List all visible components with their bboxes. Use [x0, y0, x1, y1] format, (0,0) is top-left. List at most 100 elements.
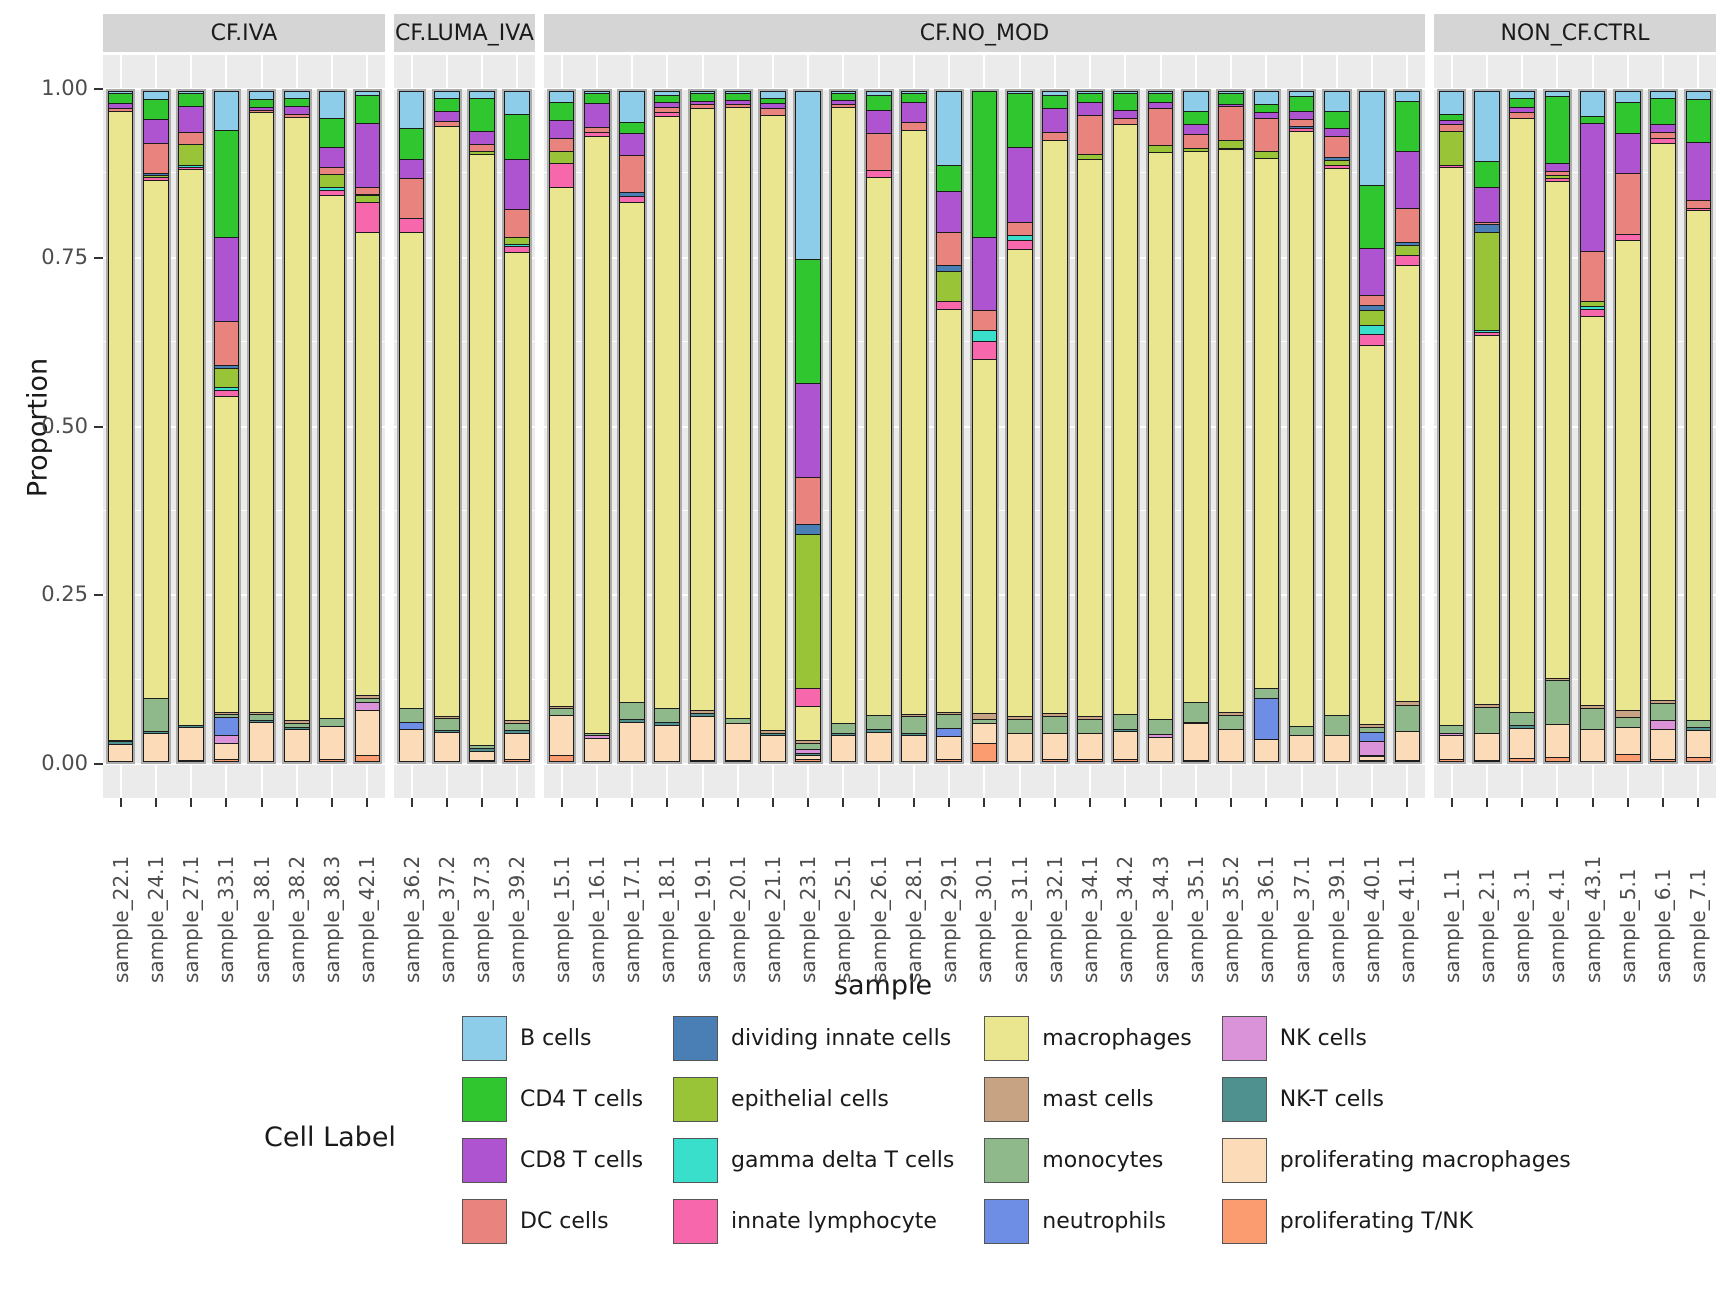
segment-macrophages	[398, 231, 425, 709]
segment-innate-lymphocyte	[865, 169, 892, 177]
legend-entry-cd8-t-cells: CD8 T cells	[462, 1138, 643, 1183]
segment-dc-cells	[583, 127, 610, 133]
x-tick-label-sample-27-1: sample_27.1	[179, 855, 204, 983]
segment-proliferating-macrophages	[689, 716, 716, 761]
segment-nk-cells	[583, 735, 610, 738]
segment-proliferating-macrophages	[1183, 723, 1209, 761]
segment-dc-cells	[1218, 106, 1244, 140]
segment-b-cells	[1218, 90, 1244, 94]
segment-macrophages	[1615, 240, 1641, 711]
segment-nk-t-cells	[143, 730, 169, 734]
segment-monocytes	[795, 743, 822, 749]
segment-macrophages	[654, 116, 681, 709]
x-tick-label-sample-6-1: sample_6.1	[1651, 868, 1676, 983]
segment-proliferating-t-nk	[1183, 760, 1209, 763]
segment-macrophages	[319, 195, 345, 718]
segment-innate-lymphocyte	[213, 389, 240, 397]
segment-monocytes	[583, 732, 610, 736]
segment-dc-cells	[1438, 124, 1465, 132]
legend-entry-cd4-t-cells: CD4 T cells	[462, 1077, 643, 1122]
segment-proliferating-macrophages	[143, 733, 169, 763]
segment-dividing-innate-cells	[143, 173, 169, 175]
segment-mast-cells	[1394, 701, 1421, 705]
segment-proliferating-macrophages	[1253, 738, 1280, 763]
gridline-minor	[393, 678, 535, 680]
x-tick	[1194, 798, 1197, 807]
segment-b-cells	[107, 90, 134, 94]
bar-sample-29-1	[934, 88, 965, 765]
segment-nk-cells	[795, 748, 822, 753]
segment-monocytes	[1615, 717, 1641, 728]
segment-dc-cells	[1394, 208, 1421, 242]
segment-mast-cells	[689, 710, 716, 714]
segment-cd8-t-cells	[1147, 101, 1174, 109]
y-tick-label: 0.50	[41, 413, 88, 438]
legend-label: proliferating T/NK	[1279, 1209, 1474, 1234]
segment-proliferating-t-nk	[1544, 757, 1571, 763]
x-tick-label-sample-36-2: sample_36.2	[399, 855, 424, 983]
segment-cd4-t-cells	[936, 164, 963, 192]
segment-cd4-t-cells	[143, 98, 169, 119]
gridline-major	[103, 594, 385, 597]
segment-b-cells	[1509, 90, 1535, 98]
facet-strip-cf-no-mod: CF.NO_MOD	[543, 14, 1426, 52]
bar-sample-23-1	[793, 88, 824, 765]
x-tick	[190, 798, 193, 807]
x-tick	[154, 798, 157, 807]
segment-monocytes	[1077, 719, 1103, 733]
x-tick-label-sample-4-1: sample_4.1	[1545, 868, 1570, 983]
segment-innate-lymphocyte	[504, 246, 531, 252]
x-tick-label-sample-18-1: sample_18.1	[655, 855, 680, 983]
legend-key-macrophages	[984, 1016, 1030, 1061]
segment-proliferating-macrophages	[1112, 731, 1139, 760]
segment-macrophages	[434, 126, 460, 716]
segment-b-cells	[1438, 90, 1465, 114]
segment-dc-cells	[689, 103, 716, 108]
x-tick	[877, 798, 880, 807]
segment-dc-cells	[1077, 114, 1103, 154]
bar-sample-3-1	[1507, 88, 1537, 765]
segment-cd8-t-cells	[248, 106, 275, 110]
segment-cd4-t-cells	[1006, 93, 1033, 148]
bar-sample-16-1	[581, 88, 612, 765]
segment-nk-cells	[354, 701, 381, 710]
segment-cd4-t-cells	[548, 101, 575, 120]
x-tick	[1556, 798, 1559, 807]
gridline-minor	[1434, 341, 1716, 343]
segment-monocytes	[213, 714, 240, 718]
legend-label: CD8 T cells	[520, 1148, 644, 1173]
segment-proliferating-macrophages	[1544, 723, 1571, 758]
gridline-major	[1434, 594, 1716, 597]
segment-cd8-t-cells	[760, 102, 786, 109]
segment-mast-cells	[901, 713, 927, 717]
segment-proliferating-macrophages	[724, 723, 751, 761]
segment-macrophages	[284, 116, 310, 720]
segment-mast-cells	[1006, 716, 1033, 720]
segment-cd8-t-cells	[830, 100, 857, 105]
segment-proliferating-macrophages	[971, 722, 998, 743]
segment-b-cells	[1253, 90, 1280, 105]
segment-cd8-t-cells	[178, 105, 204, 133]
legend-key-innate-lymphocyte	[673, 1199, 719, 1244]
legend-key-proliferating-t-nk	[1221, 1199, 1267, 1244]
segment-monocytes	[398, 708, 425, 722]
segment-dc-cells	[284, 113, 310, 117]
segment-cd4-t-cells	[901, 93, 927, 102]
bar-sample-26-1	[863, 88, 894, 765]
segment-macrophages	[1650, 143, 1676, 701]
x-tick-label-sample-23-1: sample_23.1	[796, 855, 821, 983]
segment-neutrophils	[398, 721, 425, 729]
facet-strip-label: CF.NO_MOD	[919, 20, 1050, 46]
x-tick-label-sample-36-1: sample_36.1	[1254, 855, 1279, 983]
segment-proliferating-macrophages	[1218, 728, 1244, 763]
segment-macrophages	[1042, 139, 1068, 714]
facet-panel-non-cf-ctrl	[1434, 55, 1716, 798]
legend: B cells CD4 T cells CD8 T cells DC cells div…	[462, 1016, 1571, 1244]
segment-monocytes	[548, 708, 575, 716]
segment-cd8-t-cells	[1509, 106, 1535, 113]
segment-innate-lymphocyte	[1685, 207, 1712, 211]
bar-sample-34-1	[1075, 88, 1105, 765]
segment-dc-cells	[1147, 108, 1174, 146]
segment-dc-cells	[724, 104, 751, 107]
facet-strip-cf-luma-iva: CF.LUMA_IVA	[393, 14, 535, 52]
